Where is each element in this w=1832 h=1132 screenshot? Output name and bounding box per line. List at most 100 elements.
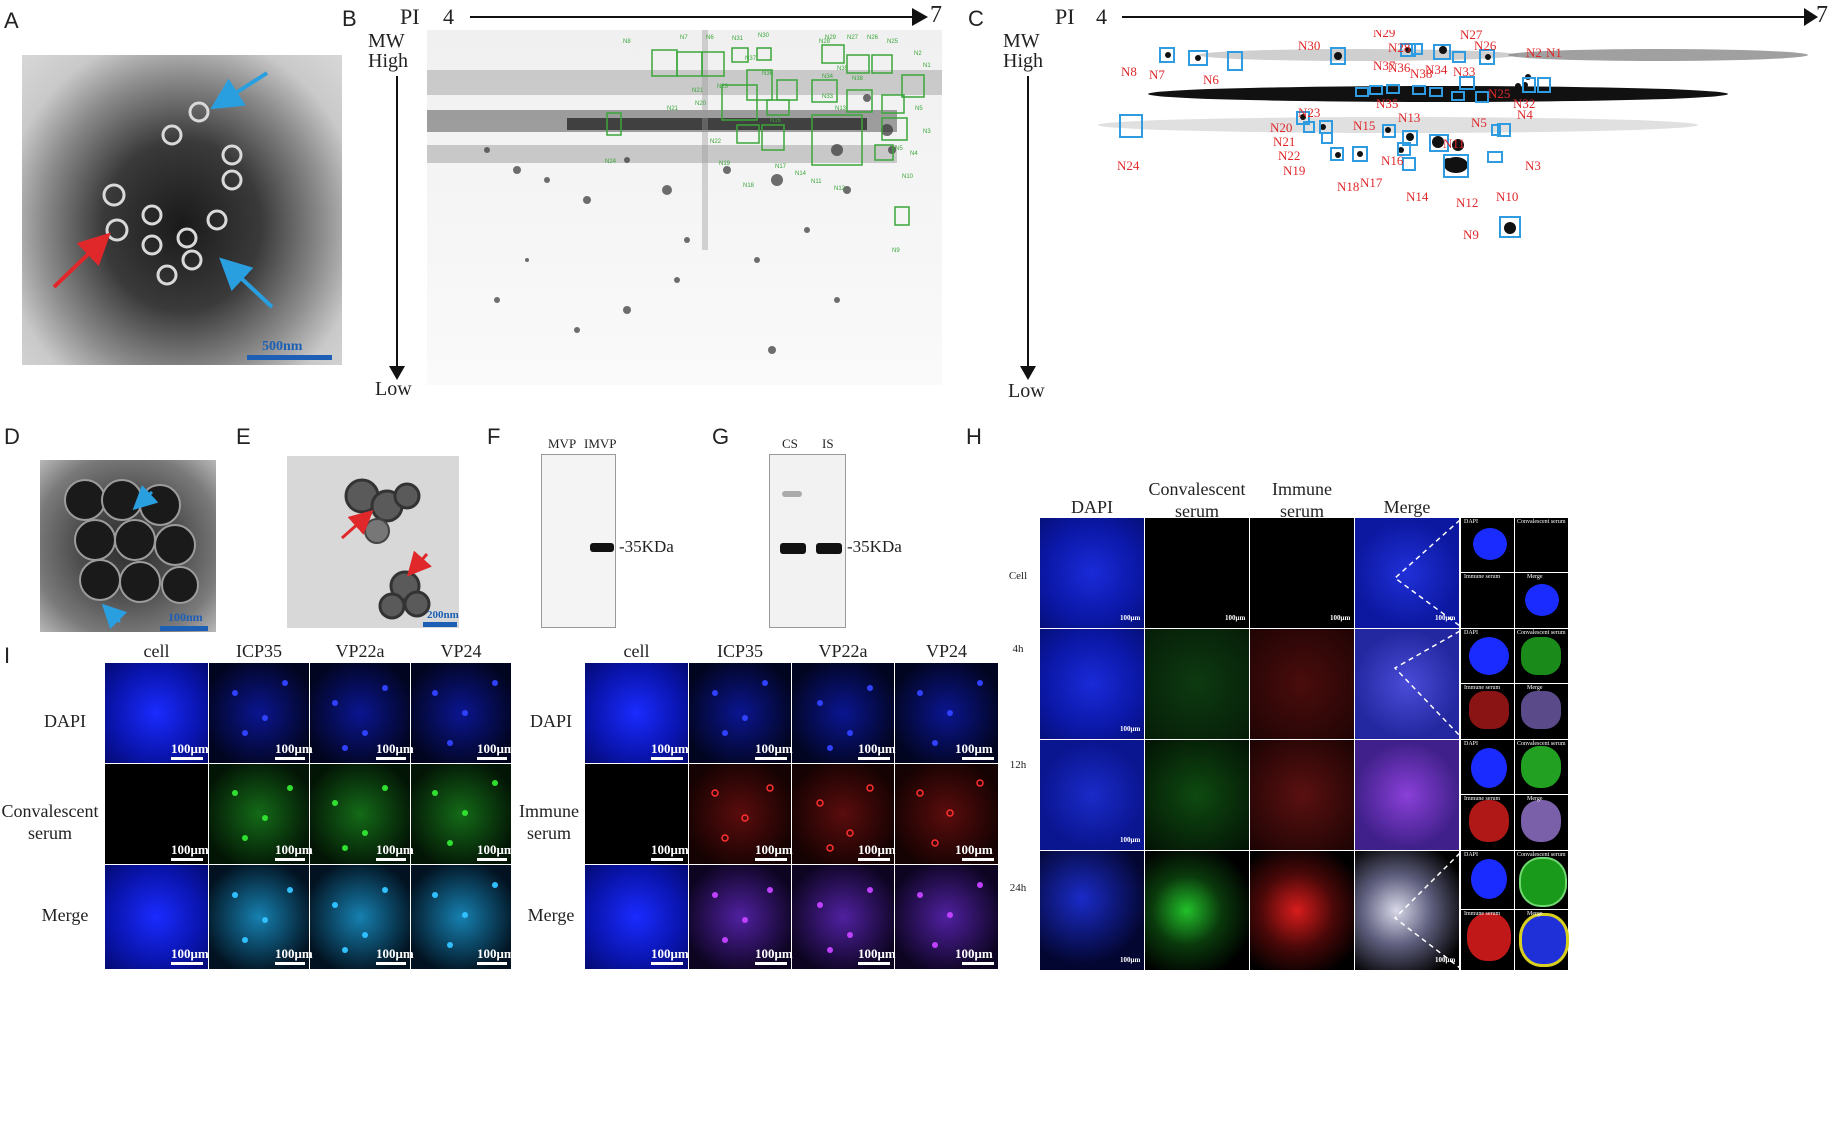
i-r-sbt-1: 100μm bbox=[651, 741, 689, 756]
i-r-sbt-12: 100μm bbox=[955, 946, 993, 961]
h-inset-24h-merge: Merge bbox=[1527, 911, 1543, 917]
panel-a-scale-text: 500nm bbox=[262, 339, 303, 354]
panel-h-row-12h: 12h bbox=[1009, 759, 1027, 771]
b-spot-n2: N2 bbox=[914, 51, 922, 57]
b-spot-n16: N16 bbox=[770, 118, 782, 124]
b-spot-n8: N8 bbox=[623, 39, 631, 45]
svg-text:N37: N37 bbox=[1373, 58, 1396, 73]
panel-b-mw-label: MW bbox=[368, 30, 405, 52]
panel-c-2d-gel: N8 N7 N6 N30 N29 N27 N28 N26 N2 N1 N37 N… bbox=[1058, 25, 1830, 390]
i-right-col-cell: cell bbox=[623, 641, 650, 661]
panel-g-band-is bbox=[816, 543, 842, 554]
i-left-row-conv: Convalescent serum bbox=[1, 801, 99, 843]
h-4h-merge bbox=[1355, 629, 1459, 739]
i-r-sbt-10: 100μm bbox=[755, 946, 793, 961]
h-inset-12h-imm: Immune serum bbox=[1464, 796, 1501, 802]
i-r-sbt-9: 100μm bbox=[651, 946, 689, 961]
i-r-dapi-cell bbox=[585, 663, 688, 763]
b-spot-n27: N27 bbox=[847, 35, 859, 41]
panel-h-col-dapi: DAPI bbox=[1070, 497, 1113, 517]
panel-i-right-grid: 100μm 100μm 100μm 100μm 100μm 100μm 100μ… bbox=[585, 663, 998, 969]
h-inset-12h-dapi: DAPI bbox=[1464, 741, 1479, 747]
i-l-sbt-9: 100μm bbox=[171, 946, 209, 961]
b-spot-n3: N3 bbox=[923, 129, 931, 135]
svg-text:N27: N27 bbox=[1460, 30, 1483, 42]
i-r-sb-10 bbox=[755, 962, 787, 965]
i-l-sbt-12: 100μm bbox=[477, 946, 515, 961]
h-cell-dapi bbox=[1040, 518, 1144, 628]
panel-h-label: H bbox=[966, 424, 982, 449]
i-r-sb-5 bbox=[651, 858, 683, 861]
i-r-sb-2 bbox=[755, 757, 787, 760]
b-spot-n26: N26 bbox=[867, 35, 879, 41]
i-l-sb-12 bbox=[477, 962, 507, 965]
h-12h-imm bbox=[1250, 740, 1354, 850]
panel-c-gel-spots: N8 N7 N6 N30 N29 N27 N28 N26 N2 N1 N37 N… bbox=[1098, 25, 1808, 242]
h-scale-8: 100μm bbox=[1435, 956, 1456, 964]
i-l-sb-9 bbox=[171, 962, 203, 965]
i-l-merge-cell bbox=[105, 865, 208, 969]
i-l-dapi-icp35 bbox=[209, 663, 309, 763]
b-spot-n5b: N5 bbox=[895, 146, 903, 152]
b-spot-n5: N5 bbox=[915, 106, 923, 112]
b-spot-n38: N38 bbox=[852, 76, 864, 82]
svg-text:N13: N13 bbox=[1398, 110, 1420, 125]
i-r-sb-7 bbox=[858, 858, 890, 861]
i-l-sb-11 bbox=[376, 962, 406, 965]
panel-c-mw-high: High bbox=[1003, 50, 1043, 72]
h-24h-merge bbox=[1355, 851, 1459, 970]
i-r-imm-icp35 bbox=[689, 764, 791, 864]
h-inset-cell-dapi: DAPI bbox=[1464, 519, 1479, 525]
b-spot-n19: N19 bbox=[719, 161, 731, 167]
b-spot-n4: N4 bbox=[910, 151, 918, 157]
panel-b-pi-arrowhead bbox=[912, 8, 928, 26]
svg-text:N18: N18 bbox=[1337, 179, 1359, 194]
i-l-dapi-vp22a bbox=[310, 663, 410, 763]
h-24h-imm bbox=[1250, 851, 1354, 970]
svg-text:N33: N33 bbox=[1453, 64, 1475, 79]
panel-a-scale-bar bbox=[247, 355, 332, 360]
h-scale-6: 100μm bbox=[1330, 614, 1351, 622]
i-left-col-vp24: VP24 bbox=[440, 641, 482, 661]
i-r-sbt-4: 100μm bbox=[955, 741, 993, 756]
h-inset-4h-conv: Convalescent serum bbox=[1517, 630, 1566, 636]
i-left-col-icp35: ICP35 bbox=[235, 641, 282, 661]
panel-h-grid: DAPI Convalescent serum Immune serum Mer… bbox=[1040, 518, 1569, 970]
panel-i-label: I bbox=[4, 643, 11, 668]
h-scale-5: 100μm bbox=[1225, 614, 1246, 622]
b-spot-n24: N24 bbox=[605, 159, 617, 165]
svg-text:N36: N36 bbox=[1388, 60, 1411, 75]
panel-c-mw-label: MW bbox=[1003, 30, 1040, 52]
h-4h-imm bbox=[1250, 629, 1354, 739]
panel-b-pi-end: 7 bbox=[930, 2, 942, 28]
svg-text:N17: N17 bbox=[1360, 175, 1383, 190]
panel-e-scale-bar bbox=[423, 622, 457, 627]
svg-text:N19: N19 bbox=[1283, 163, 1305, 178]
i-l-sbt-4: 100μm bbox=[477, 741, 515, 756]
b-spot-n13: N13 bbox=[835, 106, 847, 112]
panel-b-mw-high: High bbox=[368, 50, 408, 72]
i-right-col-vp24: VP24 bbox=[925, 641, 967, 661]
h-inset-cell-merge: Merge bbox=[1527, 574, 1543, 580]
b-spot-n25: N25 bbox=[887, 39, 899, 45]
i-l-sb-2 bbox=[275, 757, 305, 760]
panel-i-left-grid: 100μm 100μm 100μm 100μm 100μm 100μm 100μ… bbox=[105, 663, 515, 969]
panel-g-lane2: IS bbox=[822, 436, 834, 451]
svg-text:N14: N14 bbox=[1406, 189, 1429, 204]
b-spot-n21: N21 bbox=[692, 88, 704, 94]
i-l-conv-icp35 bbox=[209, 764, 309, 864]
svg-text:N26: N26 bbox=[1474, 38, 1497, 53]
i-left-col-cell: cell bbox=[143, 641, 170, 661]
i-r-merge-icp35 bbox=[689, 865, 791, 969]
i-r-sbt-8: 100μm bbox=[955, 842, 993, 857]
h-inset-4h: DAPI Convalescent serum Immune serum Mer… bbox=[1461, 629, 1568, 739]
i-l-sbt-10: 100μm bbox=[275, 946, 313, 961]
i-l-sb-3 bbox=[376, 757, 406, 760]
i-l-sbt-7: 100μm bbox=[376, 842, 414, 857]
svg-text:N12: N12 bbox=[1456, 195, 1478, 210]
panel-g-blot bbox=[769, 454, 846, 628]
panel-d-label: D bbox=[4, 424, 20, 449]
b-spot-n1: N1 bbox=[923, 63, 931, 69]
panel-f-lane2: IMVP bbox=[584, 436, 617, 451]
panel-g-label: G bbox=[712, 424, 730, 449]
